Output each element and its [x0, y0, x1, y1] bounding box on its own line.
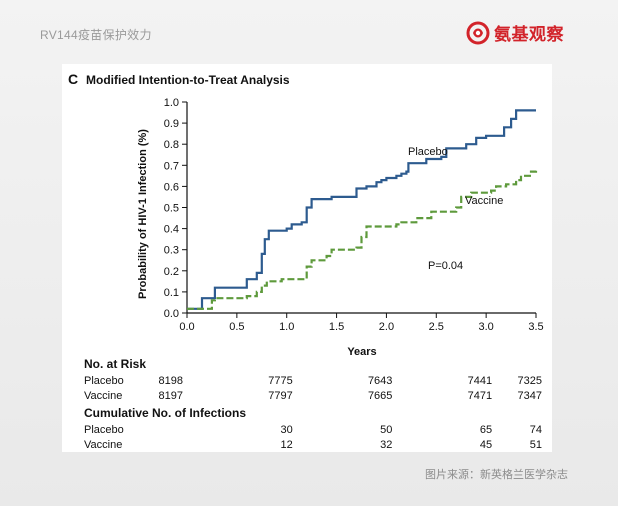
chart-title: Modified Intention-to-Treat Analysis	[86, 73, 290, 87]
infections-row-placebo-label: Placebo	[84, 424, 124, 436]
p-value-annotation: P=0.04	[428, 260, 463, 272]
infections-value-placebo: 74	[530, 424, 542, 436]
risk-value-placebo: 7775	[268, 375, 292, 387]
series-line-placebo	[187, 109, 536, 310]
y-tick-label: 0.5	[164, 203, 179, 215]
infections-value-placebo: 50	[380, 424, 392, 436]
x-tick-label: 2.5	[429, 321, 444, 333]
risk-value-placebo: 7643	[368, 375, 392, 387]
infections-value-placebo: 30	[280, 424, 292, 436]
x-tick-label: 3.5	[528, 321, 543, 333]
y-tick-label: 0.1	[164, 287, 179, 299]
y-tick-label: 0.4	[164, 224, 179, 236]
legend-vaccine: Vaccine	[465, 195, 503, 207]
km-chart: C Modified Intention-to-Treat Analysis P…	[68, 71, 544, 451]
panel-label: C	[68, 71, 78, 87]
table-values-group: 8198 7775 7643 7441 7325 8197 7797 7665 7471 7347…	[159, 375, 542, 451]
x-tick-label: 0.5	[229, 321, 244, 333]
y-tick-label: 0.7	[164, 160, 179, 172]
risk-value-vaccine: 8197	[159, 390, 183, 402]
risk-row-vaccine-label: Vaccine	[84, 390, 122, 402]
y-tick-label: 0.6	[164, 181, 179, 193]
x-tick-label: 2.0	[379, 321, 394, 333]
y-axis-label: Probability of HIV-1 Infection (%)	[137, 129, 149, 299]
brand-logo: 氨基观察	[466, 20, 564, 45]
y-tick-label: 0.2	[164, 266, 179, 278]
brand-name: 氨基观察	[494, 25, 564, 45]
y-tick-label: 0.3	[164, 245, 179, 257]
brand-swirl-icon	[466, 21, 490, 44]
y-tick-label: 0.0	[164, 308, 179, 320]
y-tick-label: 0.8	[164, 139, 179, 151]
x-tick-label: 1.5	[329, 321, 344, 333]
risk-value-placebo: 7441	[468, 375, 492, 387]
y-tick-label: 0.9	[164, 118, 179, 130]
risk-value-vaccine: 7797	[268, 390, 292, 402]
infections-value-vaccine: 12	[280, 439, 292, 451]
page-title: RV144疫苗保护效力	[40, 28, 152, 42]
series-line-vaccine	[187, 169, 538, 310]
risk-value-placebo: 8198	[159, 375, 183, 387]
risk-value-vaccine: 7665	[368, 390, 392, 402]
x-tick-label: 3.0	[478, 321, 493, 333]
legend-placebo: Placebo	[408, 146, 448, 158]
infections-value-vaccine: 51	[530, 439, 542, 451]
infections-table-header: Cumulative No. of Infections	[84, 406, 246, 420]
infections-value-vaccine: 45	[480, 439, 492, 451]
axes-group: 0.0 0.1 0.2 0.3 0.4 0.5 0.6 0.7 0.8 0.9 1.0 0.0 0.5 1…	[164, 97, 544, 333]
risk-value-vaccine: 7347	[518, 390, 542, 402]
x-tick-label: 1.0	[279, 321, 294, 333]
x-axis-label: Years	[347, 346, 376, 358]
infections-value-placebo: 65	[480, 424, 492, 436]
risk-value-vaccine: 7471	[468, 390, 492, 402]
figure-card: C Modified Intention-to-Treat Analysis P…	[62, 64, 552, 452]
y-tick-label: 1.0	[164, 97, 179, 109]
infections-row-vaccine-label: Vaccine	[84, 439, 122, 451]
infections-value-vaccine: 32	[380, 439, 392, 451]
series-group	[187, 109, 538, 310]
x-tick-label: 0.0	[179, 321, 194, 333]
risk-table-header: No. at Risk	[84, 357, 146, 371]
image-credit: 图片来源：新英格兰医学杂志	[425, 469, 568, 481]
risk-value-placebo: 7325	[518, 375, 542, 387]
risk-row-placebo-label: Placebo	[84, 375, 124, 387]
